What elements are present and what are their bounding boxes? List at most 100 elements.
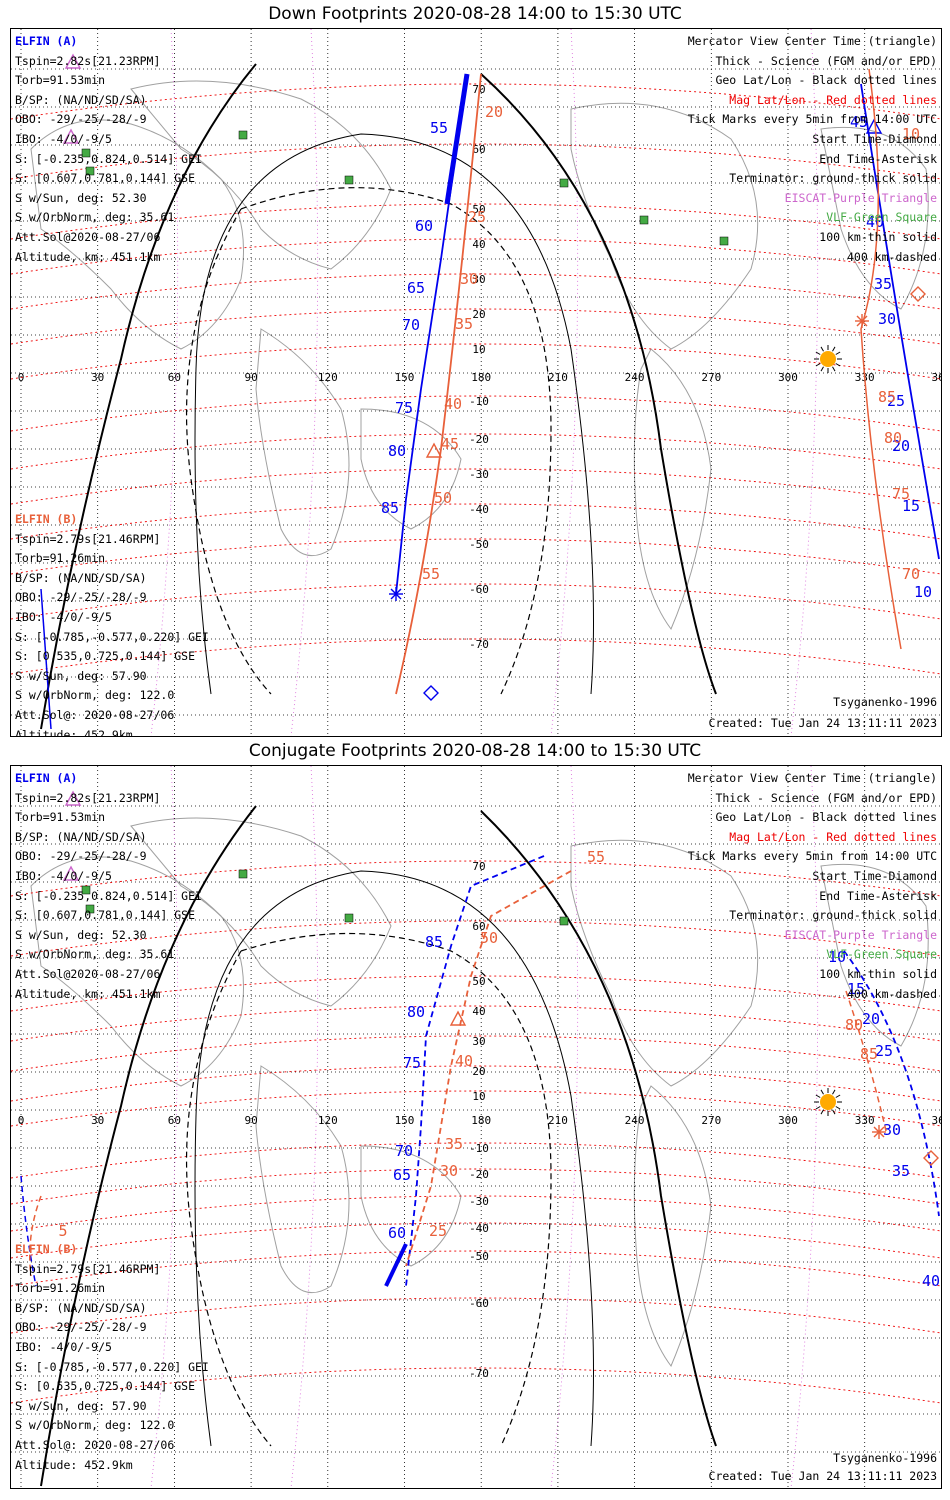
- elfin-b-line: IBO: -4/0/-9/5: [15, 1339, 112, 1354]
- mag-latitude-line: [11, 860, 941, 897]
- legend-line: Thick - Science (FGM and/or EPD): [715, 53, 937, 68]
- elfin-a-line: Torb=91.53min: [15, 73, 106, 88]
- legend-line: Tick Marks every 5min from 14:00 UTC: [687, 849, 937, 864]
- elfin-b-tick-label: 25: [429, 1222, 447, 1240]
- elfin-a-tick-label: 65: [393, 1166, 411, 1184]
- mag-lat-label: 50: [472, 975, 485, 988]
- model-label: Tsyganenko-1996: [833, 1451, 937, 1465]
- mag-latitude-line: [11, 1005, 941, 1042]
- elfin-a-line: Tspin=2.82s[21.23RPM]: [15, 53, 161, 68]
- legend-line: Start Time-Diamond: [812, 868, 937, 883]
- end-asterisk-icon: [389, 587, 403, 601]
- elfin-b-line: S: [-0.785,-0.577,0.220] GEI: [15, 629, 209, 644]
- mag-latitude-line: [11, 83, 941, 120]
- legend-line: Mag Lat/Lon - Red dotted lines: [729, 829, 937, 844]
- elfin-b-line: S w/OrbNorm, deg: 122.0: [15, 1418, 175, 1433]
- elfin-a-line: IBO: -4/0/-9/5: [15, 131, 112, 146]
- conjugate-footprints-panel: 0306090120150180210240270300330360706050…: [10, 765, 942, 1489]
- elfin-b-line: Altitude: 452.9km: [15, 727, 133, 737]
- mag-lat-label: 50: [472, 203, 485, 216]
- start-diamond-icon: [423, 685, 439, 701]
- mag-latitude-line: [11, 1222, 941, 1259]
- elfin-a-line: S w/Sun, deg: 52.30: [15, 927, 147, 942]
- mag-latitude-line: [11, 1090, 941, 1127]
- lon-tick-label: 300: [778, 371, 798, 384]
- mag-latitude-line: [11, 1250, 941, 1287]
- mag-latitude-line: [11, 1168, 941, 1205]
- start-diamond-icon: [910, 286, 926, 302]
- mag-lat-label: -20: [469, 1168, 489, 1181]
- mag-lat-label: 20: [472, 308, 485, 321]
- coastline: [570, 839, 759, 1087]
- lon-tick-label: 30: [91, 371, 104, 384]
- elfin-a-tick-label: 35: [892, 1162, 910, 1180]
- lon-tick-label: 360: [931, 371, 941, 384]
- legend-line: Tick Marks every 5min from 14:00 UTC: [687, 112, 937, 127]
- elfin-b-tick-label: 55: [587, 848, 605, 866]
- elfin-b-line: S: [-0.785,-0.577,0.220] GEI: [15, 1359, 209, 1374]
- elfin-a-science-segment: [384, 1243, 408, 1287]
- elfin-a-line: S: [-0.235,0.824,0.514] GEI: [15, 888, 202, 903]
- elfin-a-info: ELFIN (A) Tspin=2.82s[21.23RPM] Torb=91.53…: [15, 769, 202, 1004]
- legend-line: Start Time-Diamond: [812, 131, 937, 146]
- terminator-line: [480, 73, 717, 695]
- model-label: Tsyganenko-1996: [833, 695, 937, 709]
- elfin-b-tick-label: 30: [460, 270, 478, 288]
- legend: Mercator View Center Time (triangle) Thic…: [688, 32, 937, 267]
- elfin-a-tick-label: 80: [388, 442, 406, 460]
- vlf-station-icon: [81, 148, 91, 158]
- mag-latitude-line: [11, 273, 941, 310]
- mag-latitude-line: [11, 395, 941, 432]
- mag-latitude-line: [11, 143, 941, 180]
- elfin-a-tick-label: 60: [415, 217, 433, 235]
- elfin-b-tick-label: 25: [468, 208, 486, 226]
- mag-latitude-line: [11, 975, 941, 1012]
- elfin-b-tick-label: 45: [441, 435, 459, 453]
- elfin-a-tick-label: 85: [381, 499, 399, 517]
- mag-latitude-line: [11, 308, 941, 345]
- vlf-station-icon: [719, 236, 729, 246]
- legend-line: VLF-Green Square: [826, 210, 937, 225]
- coastline: [130, 817, 392, 1007]
- legend-line: 400 km-dashed: [846, 249, 937, 264]
- elfin-b-info: ELFIN (B) Tspin=2.79s[21.46RPM] Torb=91.26…: [15, 1240, 209, 1475]
- lon-tick-label: 60: [168, 1114, 181, 1127]
- elfin-a-info: ELFIN (A) Tspin=2.82s[21.23RPM] Torb=91.53…: [15, 32, 202, 267]
- elfin-a-tick-label: 20: [862, 1010, 880, 1028]
- down-footprints-panel: 0306090120150180210240270300330360706050…: [10, 28, 942, 737]
- mag-latitude-line: [11, 433, 941, 470]
- elfin-a-line: Att.Sol@2020-08-27/06: [15, 966, 161, 981]
- elfin-b-line: Tspin=2.79s[21.46RPM]: [15, 1261, 161, 1276]
- elfin-b-tick-label: 85: [860, 1045, 878, 1063]
- elfin-b-line: Torb=91.26min: [15, 551, 106, 566]
- elfin-a-tick-label: 15: [847, 980, 865, 998]
- legend-line: End Time-Asterisk: [819, 888, 937, 903]
- lon-tick-label: 30: [91, 1114, 104, 1127]
- elfin-b-tick-label: 40: [444, 395, 462, 413]
- elfin-b-track: [29, 1195, 42, 1277]
- coastline: [130, 80, 392, 270]
- elfin-b-line: Tspin=2.79s[21.46RPM]: [15, 531, 161, 546]
- elfin-b-line: Att.Sol@: 2020-08-27/06: [15, 707, 175, 722]
- mag-longitude-line: [150, 766, 179, 1488]
- mag-longitude-line: [550, 29, 579, 736]
- elfin-a-tick-label: 30: [883, 1121, 901, 1139]
- mag-latitude-line: [11, 1035, 941, 1072]
- legend: Mercator View Center Time (triangle) Thic…: [688, 769, 937, 1004]
- elfin-a-line: OBO: -29/-25/-28/-9: [15, 849, 147, 864]
- lon-tick-label: 300: [778, 1114, 798, 1127]
- elfin-a-track: [860, 83, 940, 560]
- coastline: [633, 348, 712, 630]
- vlf-station-icon: [559, 916, 569, 926]
- coastline: [255, 1065, 350, 1294]
- terminator-line: [40, 63, 257, 730]
- elfin-a-line: S w/OrbNorm, deg: 35.61: [15, 210, 175, 225]
- top-title: Down Footprints 2020-08-28 14:00 to 15:3…: [268, 4, 682, 24]
- elfin-a-tick-label: 25: [887, 392, 905, 410]
- elfin-b-track: [860, 68, 902, 650]
- coastline: [820, 126, 929, 310]
- mag-latitude-line: [11, 468, 941, 505]
- elfin-b-line: S: [0.535,0.725,0.144] GSE: [15, 649, 196, 664]
- mag-lat-label: -60: [469, 1297, 489, 1310]
- legend-line: EISCAT-Purple Triangle: [784, 927, 937, 942]
